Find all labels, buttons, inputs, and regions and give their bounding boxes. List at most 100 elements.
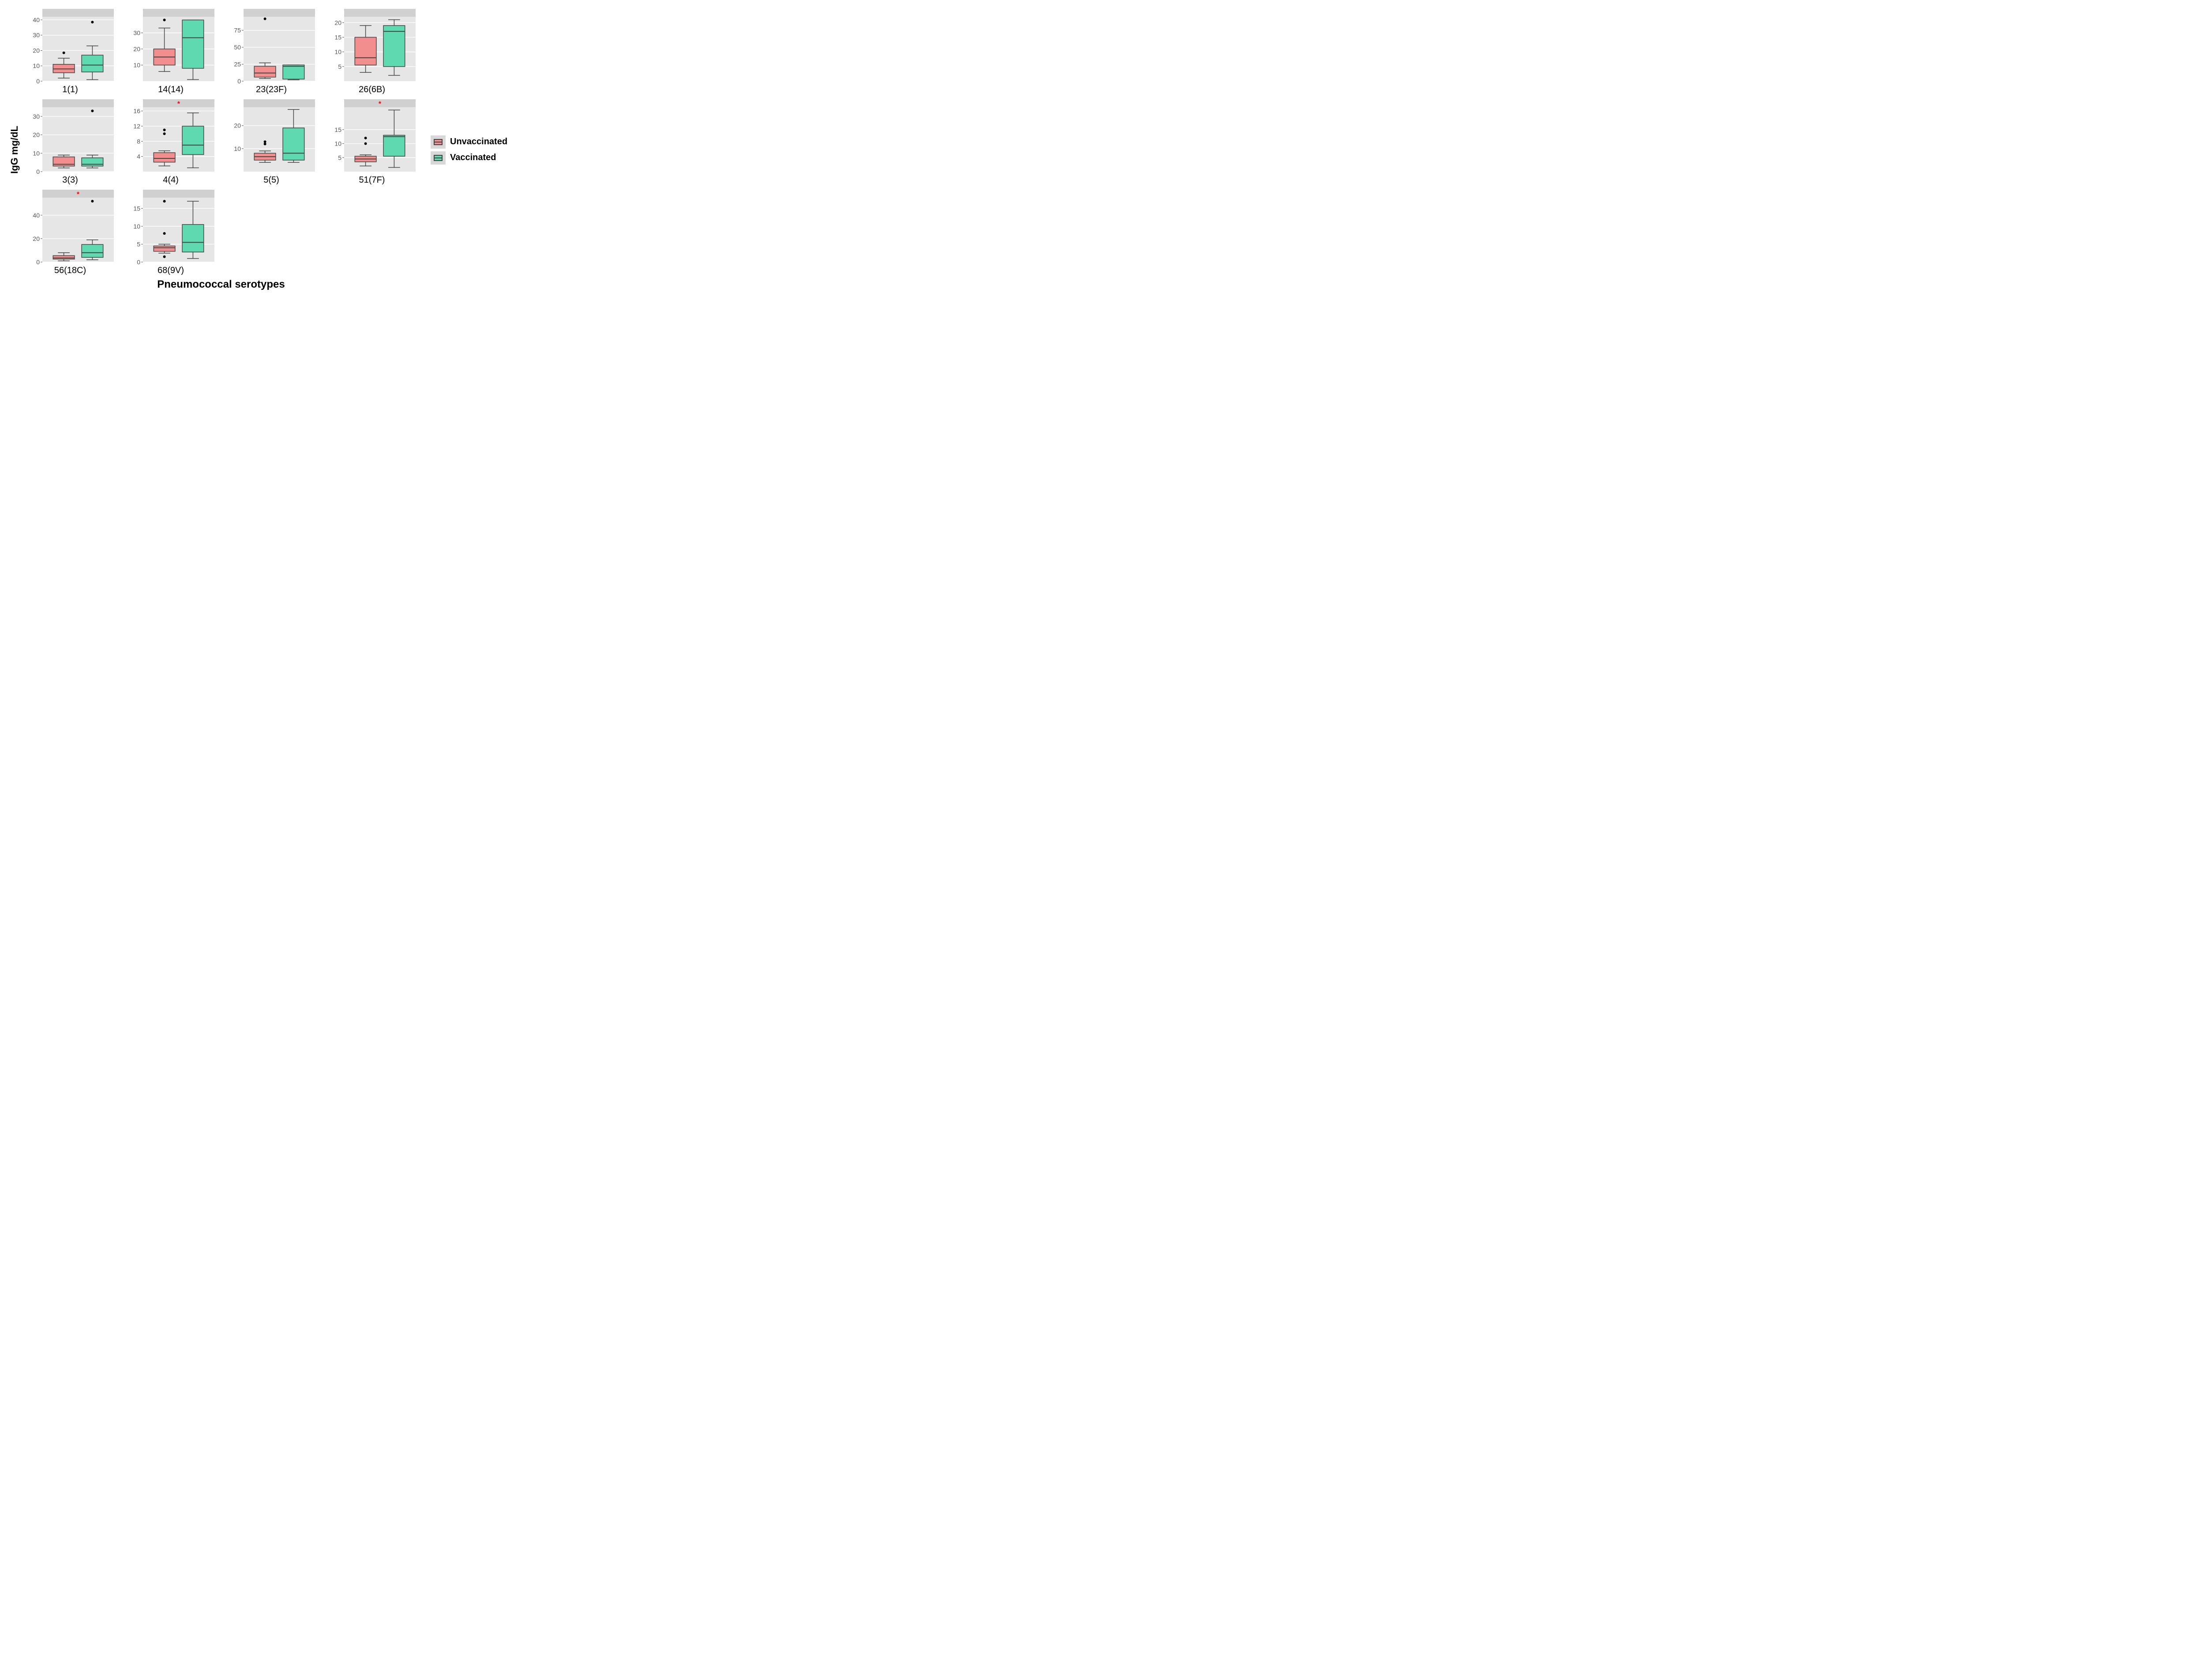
outlier-point <box>163 132 166 135</box>
panel-svg: * 5 10 15 <box>326 99 418 174</box>
outlier-point <box>163 232 166 235</box>
y-tick-label: 0 <box>36 168 40 174</box>
boxplot-box <box>53 157 75 166</box>
y-tick-label: 25 <box>234 61 241 68</box>
outlier-point <box>364 142 367 145</box>
outlier-point <box>364 137 367 139</box>
panel: 0 10 20 30 40 1(1) <box>24 9 116 95</box>
y-tick-label: 75 <box>234 27 241 34</box>
y-tick-label: 5 <box>137 240 140 248</box>
significance-star-icon: * <box>379 100 382 108</box>
y-tick-label: 15 <box>334 34 341 41</box>
outlier-point <box>264 18 266 20</box>
outlier-point <box>264 142 266 145</box>
outlier-point <box>163 255 166 258</box>
panel: 0 5 10 15 68(9V) <box>124 190 217 276</box>
legend-key <box>431 135 446 149</box>
y-tick-label: 30 <box>33 113 40 120</box>
y-tick-label: 40 <box>33 16 40 23</box>
legend-key <box>431 151 446 165</box>
panel-caption: 23(23F) <box>256 85 287 95</box>
y-tick-label: 4 <box>137 153 140 160</box>
panel: 0 25 50 75 23(23F) <box>225 9 318 95</box>
y-axis-label: IgG mg/dL <box>9 126 20 174</box>
boxplot-box <box>283 128 304 160</box>
panel-caption: 56(18C) <box>54 266 86 276</box>
y-tick-label: 10 <box>334 140 341 147</box>
panel-svg: 0 10 20 30 40 <box>24 9 116 84</box>
y-tick-label: 0 <box>36 78 40 84</box>
panel-svg: 102030 <box>124 9 217 84</box>
panel-caption: 1(1) <box>62 85 78 95</box>
figure-root: IgG mg/dL 0102030401(1)10203014(14)02550… <box>9 9 2197 291</box>
panel: * 5 10 15 51(7F) <box>326 99 418 185</box>
y-tick-label: 20 <box>234 122 241 129</box>
legend-box-icon <box>434 139 443 145</box>
y-tick-label: 16 <box>133 108 140 115</box>
boxplot-box <box>182 225 204 252</box>
legend-item: Unvaccinated <box>431 135 507 149</box>
y-tick-label: 10 <box>234 145 241 152</box>
y-tick-label: 20 <box>33 47 40 54</box>
panel: *4812164(4) <box>124 99 217 185</box>
outlier-point <box>91 200 94 202</box>
y-tick-label: 10 <box>33 150 40 157</box>
y-tick-label: 20 <box>334 19 341 26</box>
panel: *0204056(18C) <box>24 190 116 276</box>
panel-svg: 0 25 50 75 <box>225 9 318 84</box>
y-tick-label: 15 <box>334 126 341 133</box>
legend-label: Unvaccinated <box>450 137 507 147</box>
y-tick-label: 10 <box>33 62 40 69</box>
outlier-point <box>91 21 94 23</box>
panel-caption: 3(3) <box>62 175 78 185</box>
significance-star-icon: * <box>77 191 80 198</box>
panel-svg: 10 20 <box>225 99 318 174</box>
y-tick-label: 15 <box>133 205 140 212</box>
boxplot-box <box>283 65 304 79</box>
panel-row: 0102030401(1)10203014(14)025507523(23F)5… <box>24 9 418 95</box>
outlier-point <box>264 140 266 143</box>
panel-svg: 5 10 15 20 <box>326 9 418 84</box>
panel: 0 10 20 30 3(3) <box>24 99 116 185</box>
panel: 10 20 5(5) <box>225 99 318 185</box>
y-tick-label: 0 <box>36 259 40 265</box>
boxplot-box <box>82 244 103 257</box>
panel-svg: 0 10 20 30 <box>24 99 116 174</box>
legend: Unvaccinated Vaccinated <box>431 133 507 167</box>
y-tick-label: 5 <box>338 63 341 70</box>
panels-area: 0102030401(1)10203014(14)025507523(23F)5… <box>24 9 418 291</box>
y-tick-label: 20 <box>33 131 40 139</box>
y-tick-label: 50 <box>234 44 241 51</box>
panel-caption: 51(7F) <box>359 175 385 185</box>
outlier-point <box>63 52 65 54</box>
y-tick-label: 30 <box>33 32 40 39</box>
y-tick-label: 0 <box>237 78 241 84</box>
boxplot-box <box>154 153 175 162</box>
panel-caption: 26(6B) <box>359 85 385 95</box>
panel-svg: *481216 <box>124 99 217 174</box>
significance-star-icon: * <box>177 100 180 108</box>
x-axis-label: Pneumococcal serotypes <box>24 278 418 291</box>
panel: 10203014(14) <box>124 9 217 95</box>
panel-caption: 4(4) <box>163 175 179 185</box>
legend-box-icon <box>434 155 443 161</box>
y-tick-label: 40 <box>33 212 40 219</box>
y-tick-label: 10 <box>334 49 341 56</box>
boxplot-box <box>383 135 405 156</box>
boxplot-box <box>53 255 75 259</box>
panel-caption: 5(5) <box>263 175 279 185</box>
outlier-point <box>163 129 166 131</box>
boxplot-box <box>182 20 204 68</box>
panel-row: *0204056(18C)05101568(9V) <box>24 190 418 276</box>
y-tick-label: 30 <box>133 30 140 37</box>
boxplot-box <box>182 126 204 154</box>
panel-svg: *02040 <box>24 190 116 265</box>
panel-caption: 68(9V) <box>158 266 184 276</box>
panel-caption: 14(14) <box>158 85 184 95</box>
y-tick-label: 5 <box>338 154 341 161</box>
outlier-point <box>91 109 94 112</box>
legend-label: Vaccinated <box>450 153 496 163</box>
outlier-point <box>163 200 166 202</box>
y-tick-label: 10 <box>133 223 140 230</box>
y-tick-label: 0 <box>137 259 140 265</box>
